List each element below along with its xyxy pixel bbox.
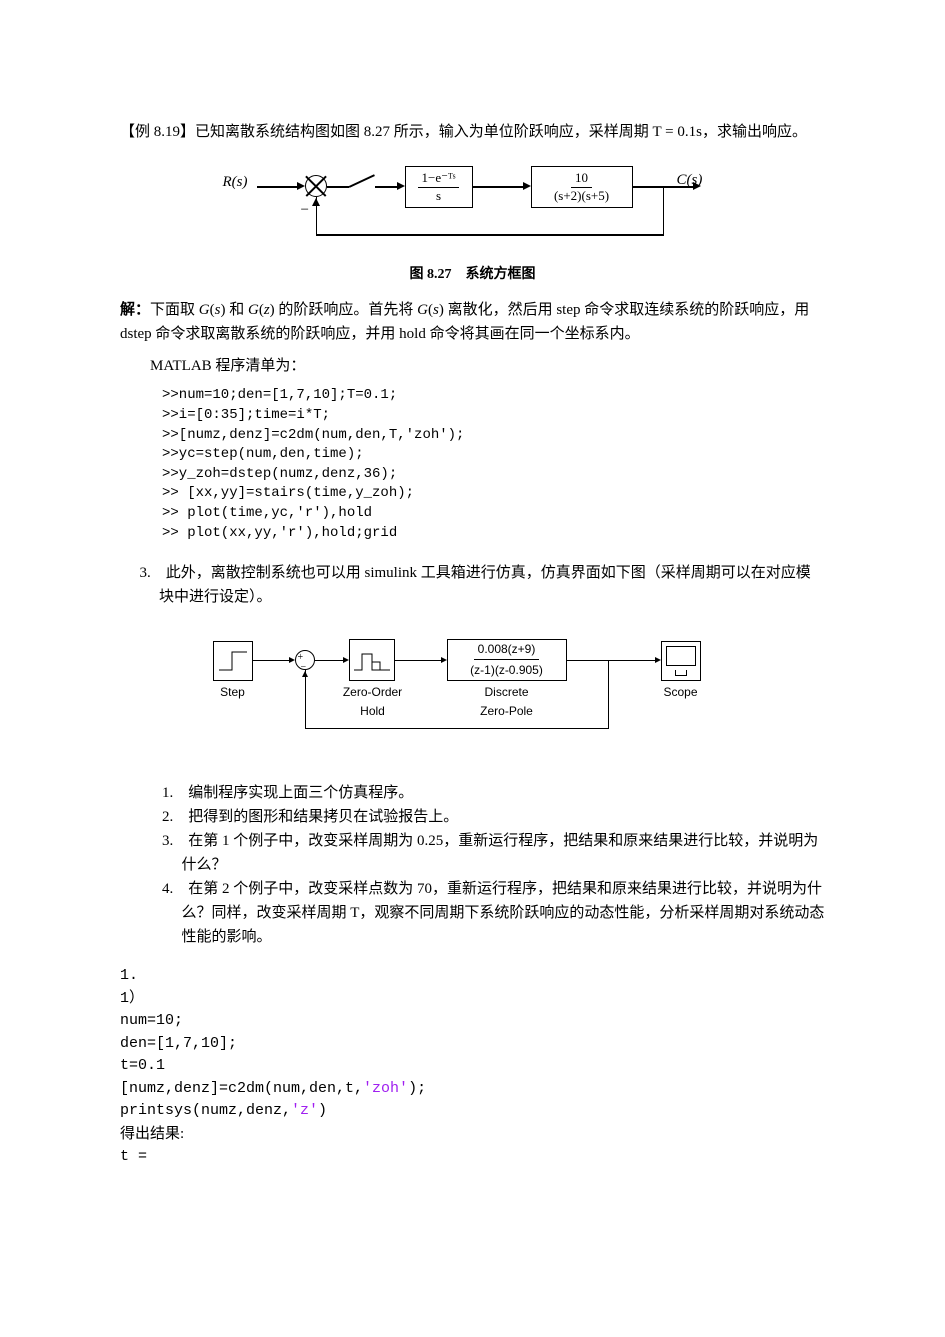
feedback-hline [316, 234, 664, 236]
code-line-2: den=[1,7,10]; [120, 1035, 237, 1052]
fb-arrow [302, 671, 308, 677]
transfer-function-2: 10 (s+2)(s+5) [531, 166, 633, 208]
line [315, 660, 345, 661]
output-label: C(s) [677, 168, 703, 192]
code-line-1: num=10; [120, 1012, 183, 1029]
input-label: R(s) [223, 170, 248, 194]
zoh-block [349, 639, 395, 681]
figure-caption: 图 8.27 系统方框图 [120, 264, 825, 286]
discrete-tf-block: 0.008(z+9) (z-1)(z-0.905) [447, 639, 567, 681]
tf-label: Discrete Zero-Pole [457, 683, 557, 721]
matlab-code-block: >>num=10;den=[1,7,10];T=0.1; >>i=[0:35];… [162, 386, 825, 543]
tf-numerator: 0.008(z+9) [474, 640, 540, 660]
line [253, 660, 291, 661]
code-line-3: t=0.1 [120, 1057, 165, 1074]
scope-block [661, 641, 701, 681]
simulink-diagram: Step + − Zero-Order Hold 0.008(z+9) (z-1… [203, 623, 743, 763]
transfer-function-1: 1−e⁻ᵀˢ s [405, 166, 473, 208]
example-header: 【例 8.19】已知离散系统结构图如图 8.27 所示，输入为单位阶跃响应，采样… [120, 120, 825, 144]
line [375, 186, 399, 188]
tf2-denominator: (s+2)(s+5) [554, 188, 609, 203]
code-line-5: printsys(numz,denz,'z') [120, 1102, 327, 1119]
tf-denominator: (z-1)(z-0.905) [470, 660, 543, 680]
sampler-switch [349, 186, 379, 206]
fb-hline [305, 728, 609, 729]
item-3: 3. 此外，离散控制系统也可以用 simulink 工具箱进行仿真，仿真界面如下… [159, 561, 825, 609]
step-label: Step [213, 683, 253, 702]
minus-sign: − [301, 198, 309, 222]
block-diagram: R(s) − 1−e⁻ᵀˢ s 10 (s+2)(s+5) C(s) [223, 156, 723, 256]
scope-label: Scope [658, 683, 704, 702]
tf1-denominator: s [436, 188, 441, 203]
line [473, 186, 525, 188]
zoh-label: Zero-Order Hold [338, 683, 408, 721]
summing-junction [305, 175, 327, 197]
feedback-vline [663, 186, 665, 234]
line [567, 660, 657, 661]
label-1: 1. [120, 967, 138, 984]
line [257, 186, 299, 188]
label-1a: 1） [120, 990, 144, 1007]
tf2-numerator: 10 [571, 171, 592, 187]
result-line: t = [120, 1148, 147, 1165]
code-line-4: [numz,denz]=c2dm(num,den,t,'zoh'); [120, 1080, 426, 1097]
fb-vline2 [305, 670, 306, 728]
tf1-numerator: 1−e⁻ᵀˢ [418, 171, 460, 187]
line [327, 186, 349, 188]
bottom-section: 1. 1） num=10; den=[1,7,10]; t=0.1 [numz,… [120, 965, 825, 1169]
arrow-head [397, 182, 405, 190]
task-1: 1. 编制程序实现上面三个仿真程序。 [182, 781, 826, 805]
line [395, 660, 443, 661]
fb-vline [608, 660, 609, 728]
sum-block: + − [295, 650, 315, 670]
task-3: 3. 在第 1 个例子中，改变采样周期为 0.25，重新运行程序，把结果和原来结… [182, 829, 826, 877]
solution-text: 解：解：下面取 G(s) 和 G(z) 的阶跃响应。首先将 G(s) 离散化，然… [120, 298, 825, 346]
feedback-arrow [312, 198, 320, 206]
result-label: 得出结果: [120, 1126, 184, 1142]
task-4: 4. 在第 2 个例子中，改变采样点数为 70，重新运行程序，把结果和原来结果进… [182, 877, 826, 949]
arrow-head [297, 182, 305, 190]
step-block [213, 641, 253, 681]
task-2: 2. 把得到的图形和结果拷贝在试验报告上。 [182, 805, 826, 829]
arrow-head [523, 182, 531, 190]
matlab-label: MATLAB 程序清单为： [120, 354, 825, 378]
arrow-head [289, 657, 295, 663]
